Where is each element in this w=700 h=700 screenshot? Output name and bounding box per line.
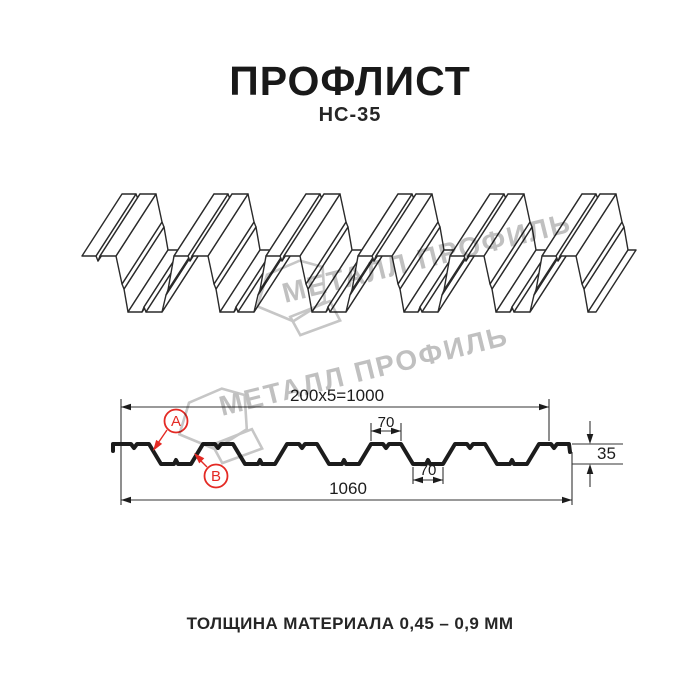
watermark-text-upper: МЕТАЛЛ ПРОФИЛЬ (279, 207, 575, 309)
dim-cover-width-label: 200x5=1000 (290, 386, 384, 405)
dimension-lines (120, 399, 623, 505)
product-title: ПРОФЛИСТ (229, 58, 471, 104)
profile-outline (111, 442, 572, 466)
brand-logo-icon (255, 259, 342, 337)
dim-overall-width-label: 1060 (329, 479, 367, 498)
product-model: НС-35 (318, 104, 382, 126)
dim-rib-bottom-width-label: 70 (420, 462, 437, 479)
callout-a: A (153, 408, 189, 451)
callout-a-letter: A (171, 413, 181, 430)
dim-profile-height-label: 35 (597, 444, 616, 463)
brand-logo-icon (177, 387, 264, 465)
dim-rib-top-width-label: 70 (378, 414, 395, 431)
watermark-text-lower: МЕТАЛЛ ПРОФИЛЬ (216, 320, 512, 422)
callout-b: B (194, 453, 229, 489)
callout-b-letter: B (211, 468, 221, 485)
material-thickness-note: ТОЛЩИНА МАТЕРИАЛА 0,45 – 0,9 ММ (186, 614, 514, 633)
